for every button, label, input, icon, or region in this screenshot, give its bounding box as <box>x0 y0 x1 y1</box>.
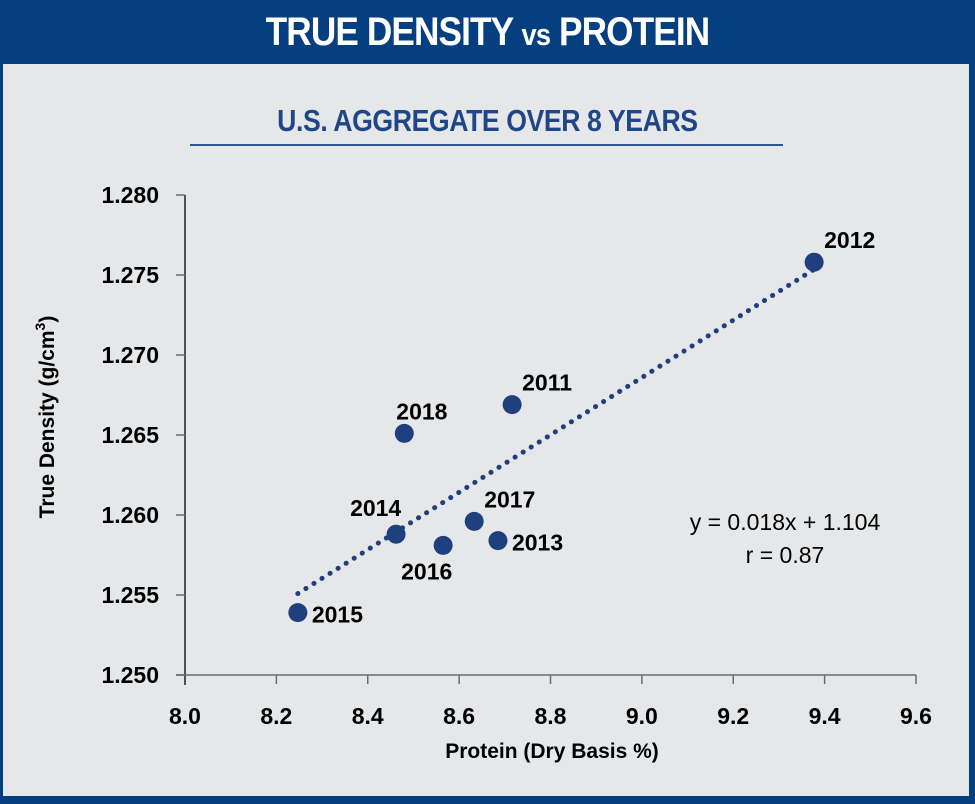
data-point-2013 <box>488 531 508 551</box>
correlation-coefficient: r = 0.87 <box>746 542 825 568</box>
subtitle-underline <box>190 144 783 146</box>
y-axis-title-end: ) <box>36 316 59 323</box>
point-label-2016: 2016 <box>401 558 452 584</box>
y-axis-title-main: True Density (g/cm <box>36 330 59 518</box>
data-point-2016 <box>433 535 453 555</box>
data-points: 2011 2012 2013 2014 2015 2016 2017 2018 <box>288 227 875 628</box>
data-point-2018 <box>394 423 414 443</box>
trendline <box>295 266 817 597</box>
title-vs: vs <box>521 17 551 52</box>
y-tick-label: 1.270 <box>101 342 159 368</box>
header-bar: TRUE DENSITY vs PROTEIN <box>0 0 975 64</box>
point-label-2017: 2017 <box>484 486 535 512</box>
x-tick-label: 8.2 <box>260 703 292 729</box>
y-tick-label: 1.255 <box>101 582 159 608</box>
x-axis-title: Protein (Dry Basis %) <box>445 740 659 763</box>
data-point-2012 <box>804 252 824 272</box>
title-part-2: PROTEIN <box>550 10 710 54</box>
point-label-2013: 2013 <box>512 530 563 556</box>
axes <box>176 195 916 685</box>
data-point-2015 <box>288 603 308 623</box>
x-tick-label: 8.8 <box>535 703 567 729</box>
point-label-2014: 2014 <box>350 495 401 521</box>
trendline-path <box>295 266 817 597</box>
x-tick-label: 9.4 <box>809 703 841 729</box>
x-tick-label: 8.4 <box>352 703 384 729</box>
y-tick-label: 1.250 <box>101 662 159 688</box>
y-ticks: 1.250 1.255 1.260 1.265 1.270 1.275 1.280 <box>101 182 185 688</box>
y-axis-title-superscript: 3 <box>32 322 48 330</box>
chart-subtitle: U.S. AGGREGATE OVER 8 YEARS <box>277 103 698 138</box>
x-tick-label: 8.0 <box>169 703 201 729</box>
y-tick-label: 1.275 <box>101 262 159 288</box>
y-tick-label: 1.265 <box>101 422 159 448</box>
y-tick-label: 1.280 <box>101 182 159 208</box>
point-label-2011: 2011 <box>522 370 572 396</box>
point-label-2018: 2018 <box>396 398 447 424</box>
y-tick-label: 1.260 <box>101 502 159 528</box>
regression-equation: y = 0.018x + 1.104 <box>690 509 881 535</box>
x-tick-label: 9.0 <box>626 703 658 729</box>
chart-panel <box>3 64 969 796</box>
x-ticks: 8.0 8.2 8.4 8.6 8.8 9.0 9.2 9.4 9.6 <box>169 675 932 729</box>
x-tick-label: 9.2 <box>717 703 749 729</box>
title-part-1: TRUE DENSITY <box>265 10 522 54</box>
y-axis-title: True Density (g/cm3) <box>32 316 59 519</box>
x-tick-label: 9.6 <box>900 703 932 729</box>
data-point-2011 <box>502 395 522 415</box>
data-point-2017 <box>464 511 484 531</box>
point-label-2012: 2012 <box>824 227 875 253</box>
point-label-2015: 2015 <box>312 602 363 628</box>
x-tick-label: 8.6 <box>443 703 475 729</box>
data-point-2014 <box>386 524 406 544</box>
chart-title: TRUE DENSITY vs PROTEIN <box>59 6 917 61</box>
